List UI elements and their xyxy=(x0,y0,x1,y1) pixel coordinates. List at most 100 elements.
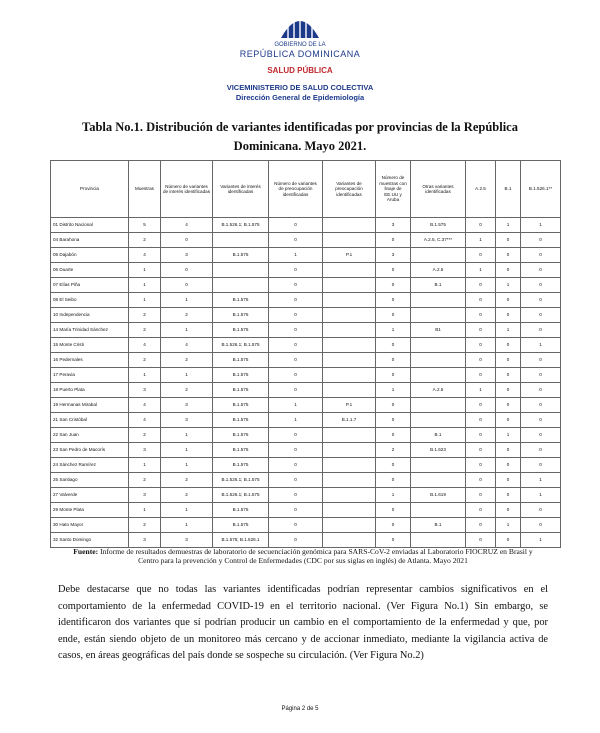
table-cell: 3 xyxy=(128,487,161,503)
table-cell: 0 xyxy=(465,487,496,503)
column-header: Número de variantes de preocupación iden… xyxy=(268,160,323,218)
column-header: Muestras xyxy=(128,160,161,218)
table-row: 01 Distrito Nacional 5 4 B.1.526.1; B.1.575… xyxy=(50,217,561,233)
table-cell: 18 Puerto Plata xyxy=(50,382,129,398)
table-cell: 0 xyxy=(520,322,561,338)
table-cell: 0 xyxy=(520,292,561,308)
table-cell: 0 xyxy=(495,502,521,518)
table-cell: B.1.575 xyxy=(212,427,269,443)
column-header: Otras variantes identificadas xyxy=(410,160,466,218)
table-cell: 3 xyxy=(128,532,161,548)
table-cell: 4 xyxy=(128,412,161,428)
empty-cell xyxy=(410,532,466,548)
table-cell: 0 xyxy=(465,352,496,368)
empty-cell xyxy=(322,322,376,338)
table-cell: 0 xyxy=(160,277,213,293)
table-cell: 0 xyxy=(465,442,496,458)
table-cell: 4 xyxy=(128,397,161,413)
table-cell: 22 San Juan xyxy=(50,427,129,443)
table-cell: 1 xyxy=(160,427,213,443)
empty-cell xyxy=(322,502,376,518)
table-cell: 0 xyxy=(520,262,561,278)
table-cell: 0 xyxy=(268,277,323,293)
table-cell: 0 xyxy=(495,457,521,473)
direction: Dirección General de Epidemiología xyxy=(235,93,365,102)
table-row: 16 Pedernales 2 2 B.1.575 0 0 0 0 0 xyxy=(50,352,561,368)
table-cell: B.1.575 xyxy=(212,247,269,263)
table-row: 21 San Cristóbal 4 3 B.1.575 1 B.1.1.7 0 0 0 0 xyxy=(50,412,561,428)
empty-cell xyxy=(322,487,376,503)
table-cell: 0 xyxy=(375,502,411,518)
table-cell: 2 xyxy=(128,517,161,533)
table-cell: 0 xyxy=(268,292,323,308)
table-cell: B.1.623 xyxy=(410,442,466,458)
table-cell: 2 xyxy=(128,322,161,338)
table-cell: 0 xyxy=(375,412,411,428)
gov-label: GOBIERNO DE LA xyxy=(274,42,326,48)
empty-cell xyxy=(322,472,376,488)
table-cell: 01 Distrito Nacional xyxy=(50,217,129,233)
table-cell: 0 xyxy=(520,412,561,428)
table-cell: A.2.5 xyxy=(410,382,466,398)
table-cell: 0 xyxy=(465,337,496,353)
table-cell: 0 xyxy=(495,472,521,488)
empty-cell xyxy=(322,532,376,548)
table-cell: 0 xyxy=(520,352,561,368)
column-header: Número de variantes de interés identific… xyxy=(160,160,213,218)
table-cell: 3 xyxy=(160,532,213,548)
table-cell: 0 xyxy=(495,262,521,278)
table-cell: 07 Elías Piña xyxy=(50,277,129,293)
table-cell: 2 xyxy=(128,352,161,368)
table-cell: B.1.575 xyxy=(410,217,466,233)
table-cell: B.1 xyxy=(410,517,466,533)
table-cell: 08 El Seibo xyxy=(50,292,129,308)
table-row: 08 El Seibo 1 1 B.1.575 0 0 0 0 0 xyxy=(50,292,561,308)
table-cell: 0 xyxy=(160,232,213,248)
table-cell: 0 xyxy=(465,247,496,263)
table-row: 17 Peravia 1 1 B.1.575 0 0 0 0 0 xyxy=(50,367,561,383)
table-cell: 0 xyxy=(375,457,411,473)
table-cell: 30 Hato Mayor xyxy=(50,517,129,533)
table-cell: 2 xyxy=(160,487,213,503)
table-cell: 0 xyxy=(465,277,496,293)
table-cell: 1 xyxy=(375,322,411,338)
table-cell: 1 xyxy=(160,322,213,338)
empty-cell xyxy=(410,472,466,488)
table-cell: 0 xyxy=(268,487,323,503)
table-cell: 06 Duarte xyxy=(50,262,129,278)
table-cell: 0 xyxy=(495,367,521,383)
table-row: 18 Puerto Plata 3 2 B.1.575 0 1 A.2.5 1 0 0 xyxy=(50,382,561,398)
table-cell: 1 xyxy=(160,367,213,383)
table-cell: B1 xyxy=(410,322,466,338)
table-cell: 0 xyxy=(268,457,323,473)
table-cell: 1 xyxy=(160,442,213,458)
table-cell: 4 xyxy=(128,337,161,353)
table-cell: B.1.619 xyxy=(410,487,466,503)
table-cell: B.1.575 xyxy=(212,502,269,518)
table-cell: 1 xyxy=(128,292,161,308)
table-row: 15 Monte Cristi 4 4 B.1.526.1; B.1.575 0 0 0 0 1 xyxy=(50,337,561,353)
table-cell: 14 María Trinidad Sánchez xyxy=(50,322,129,338)
table-cell: 2 xyxy=(128,472,161,488)
table-cell: 0 xyxy=(375,352,411,368)
table-cell: 0 xyxy=(375,517,411,533)
table-cell: 0 xyxy=(520,397,561,413)
table-cell: 1 xyxy=(160,292,213,308)
ministry: SALUD PÚBLICA xyxy=(267,66,333,75)
table-row: 23 San Pedro de Macorís 3 1 B.1.575 0 2 B.1.62… xyxy=(50,442,561,458)
table-row: 14 María Trinidad Sánchez 2 1 B.1.575 0 1 B1 0 1… xyxy=(50,322,561,338)
table-cell: 16 Pedernales xyxy=(50,352,129,368)
table-cell: 4 xyxy=(160,337,213,353)
table-cell: B.1 xyxy=(410,277,466,293)
table-cell: 1 xyxy=(268,247,323,263)
empty-cell xyxy=(410,457,466,473)
table-cell: 0 xyxy=(268,307,323,323)
column-header: Número de muestras con linaje de EE.UU y… xyxy=(375,160,411,218)
table-cell: 0 xyxy=(520,502,561,518)
table-row: 32 Santo Domingo 3 3 B.1.575; B.1.526.1 0 0 0 0… xyxy=(50,532,561,548)
table-cell: 0 xyxy=(520,232,561,248)
table-cell: 0 xyxy=(465,532,496,548)
table-cell: 0 xyxy=(495,487,521,503)
table-cell: 19 Hermanas Mirabal xyxy=(50,397,129,413)
table-cell: 24 Sánchez Ramírez xyxy=(50,457,129,473)
